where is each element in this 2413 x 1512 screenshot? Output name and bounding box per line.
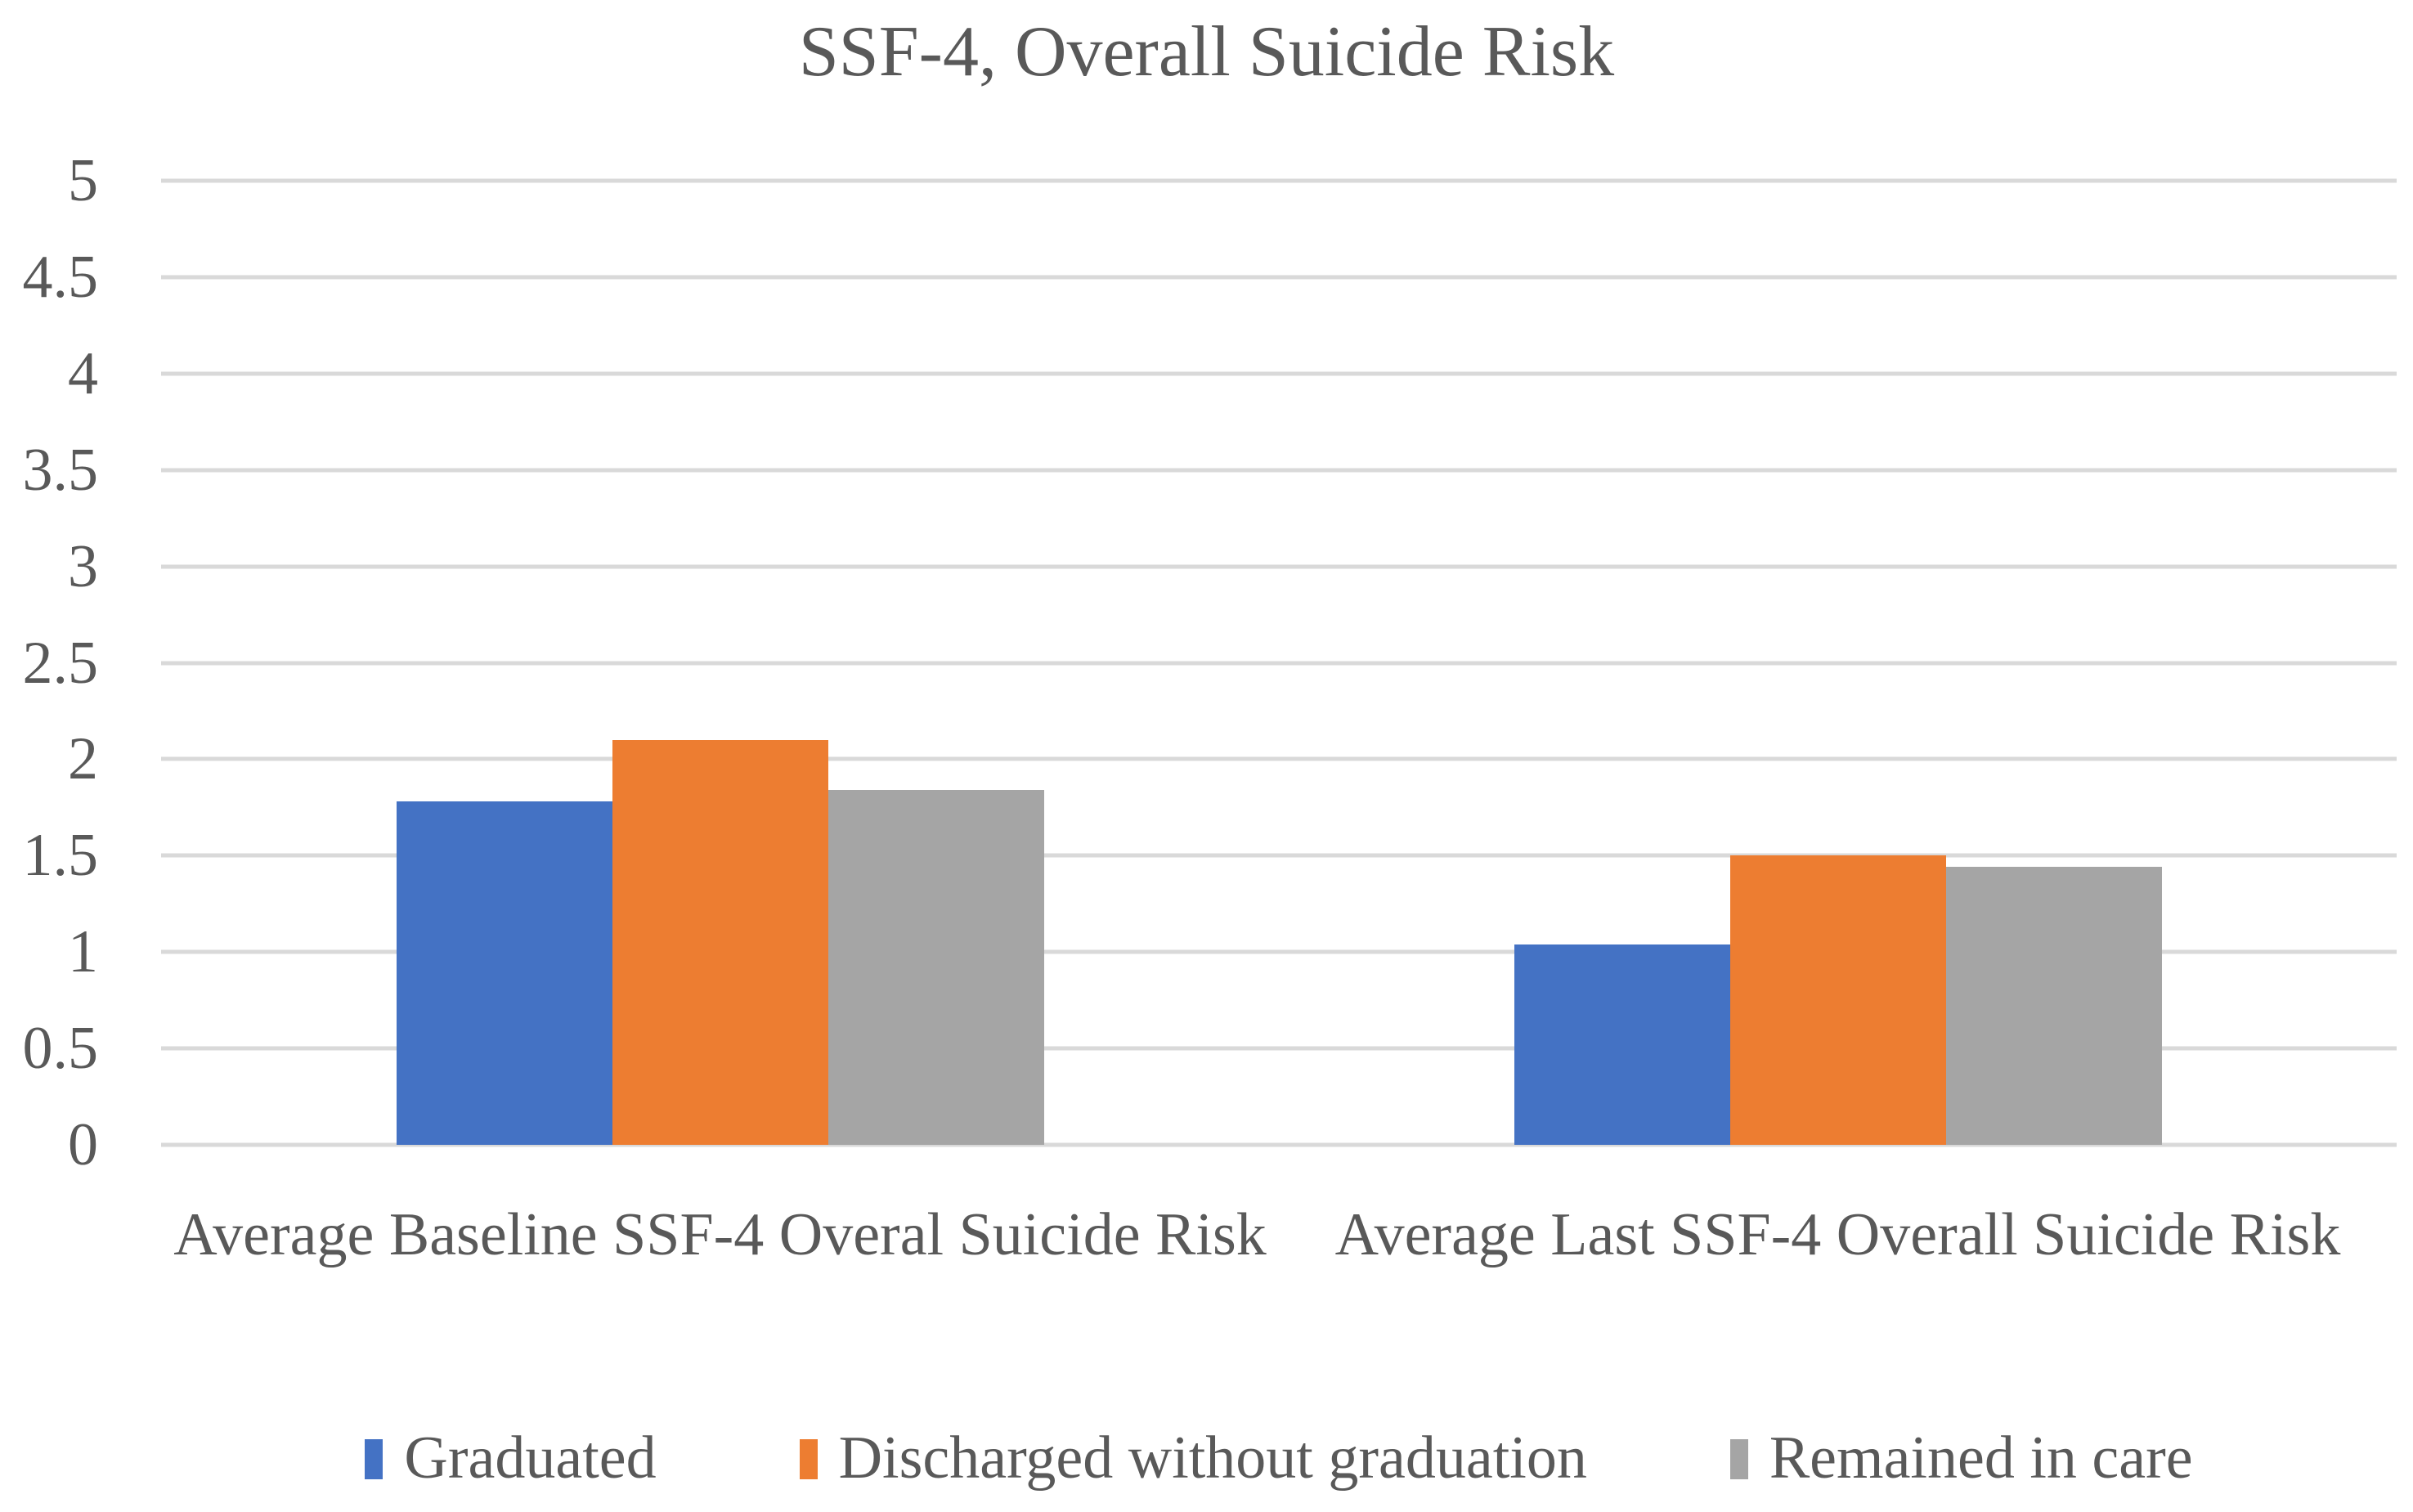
legend-swatch-icon: [799, 1438, 818, 1479]
y-tick-label: 3.5: [22, 436, 99, 504]
y-tick-label: 1: [68, 918, 98, 986]
y-tick-label: 3: [68, 532, 98, 600]
gridline-4.5: [161, 275, 2397, 280]
legend-label: Discharged without graduation: [838, 1425, 1587, 1492]
y-tick-label: 4.5: [22, 243, 99, 311]
bar-discharged-without-graduation-cat1: [612, 739, 828, 1145]
legend-swatch-icon: [365, 1438, 383, 1479]
gridline-3.5: [161, 468, 2397, 473]
gridline-2: [161, 756, 2397, 761]
y-tick-label: 0: [68, 1111, 98, 1178]
gridline-4: [161, 371, 2397, 376]
gridline-1.5: [161, 853, 2397, 858]
legend-label: Graduated: [404, 1425, 657, 1492]
gridline-0.5: [161, 1046, 2397, 1051]
bar-graduated-cat2: [1514, 944, 1730, 1145]
category-label: Average Baseline SSF-4 Overal Suicide Ri…: [173, 1201, 1267, 1268]
y-tick-label: 2.5: [22, 629, 99, 697]
gridline-0: [161, 1142, 2397, 1147]
category-label: Average Last SSF-4 Overall Suicide Risk: [1334, 1201, 2341, 1268]
chart-title: SSF-4, Overall Suicide Risk: [798, 12, 1615, 92]
y-tick-label: 2: [68, 725, 98, 793]
legend-item-remained-in-care: Remained in care: [1729, 1425, 2193, 1492]
y-tick-label: 4: [68, 339, 98, 407]
y-tick-label: 5: [68, 147, 98, 214]
gridline-1: [161, 949, 2397, 954]
gridline-3: [161, 564, 2397, 569]
legend-item-discharged-without-graduation: Discharged without graduation: [799, 1425, 1587, 1492]
bar-graduated-cat1: [396, 801, 612, 1145]
bar-discharged-without-graduation-cat2: [1729, 855, 1946, 1145]
legend-item-graduated: Graduated: [365, 1425, 657, 1492]
legend-swatch-icon: [1729, 1438, 1748, 1479]
y-tick-label: 1.5: [22, 822, 99, 890]
gridline-5: [161, 178, 2397, 183]
bar-remained-in-care-cat1: [828, 790, 1044, 1145]
y-tick-label: 0.5: [22, 1015, 99, 1083]
bar-remained-in-care-cat2: [1945, 867, 2162, 1145]
legend-label: Remained in care: [1769, 1425, 2193, 1492]
gridline-2.5: [161, 661, 2397, 665]
legend: Graduated Discharged without graduation Re…: [161, 1425, 2397, 1492]
